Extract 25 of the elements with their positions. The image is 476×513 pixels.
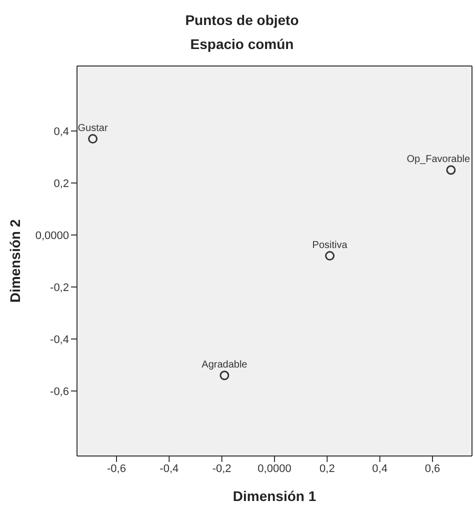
x-tick-label: -0,6 [107,462,126,475]
annotation: Op_Favorable [406,154,471,165]
x-axis-title: Dimensión 1 [232,488,316,504]
x-tick-label: 0,6 [424,462,440,475]
y-tick-label: -0,2 [50,282,69,294]
y-tick-label: 0,2 [54,178,69,190]
annotation: Positiva [312,240,348,251]
x-tick-label: 0,4 [372,462,388,475]
x-tick-label: -0,2 [212,462,232,475]
chart-title: Puntos de objeto [184,11,300,30]
point [325,251,335,261]
annotation: Gustar [78,122,108,134]
point [220,370,230,380]
point [446,165,456,175]
annotation: Agradable [202,359,248,370]
y-tick-label: 0,4 [54,126,69,138]
x-tick-label: 0,2 [320,462,335,475]
y-axis-title: Dimensión 2 [6,219,23,303]
x-tick-label: 0,0000 [258,462,292,475]
y-tick-label: 0,0000 [35,230,69,242]
y-tick-label: -0,4 [50,334,69,346]
chart-subtitle: Espacio común [189,35,295,54]
x-tick-label: -0,4 [160,462,179,475]
y-tick-label: -0,6 [50,386,69,398]
point [88,134,98,144]
